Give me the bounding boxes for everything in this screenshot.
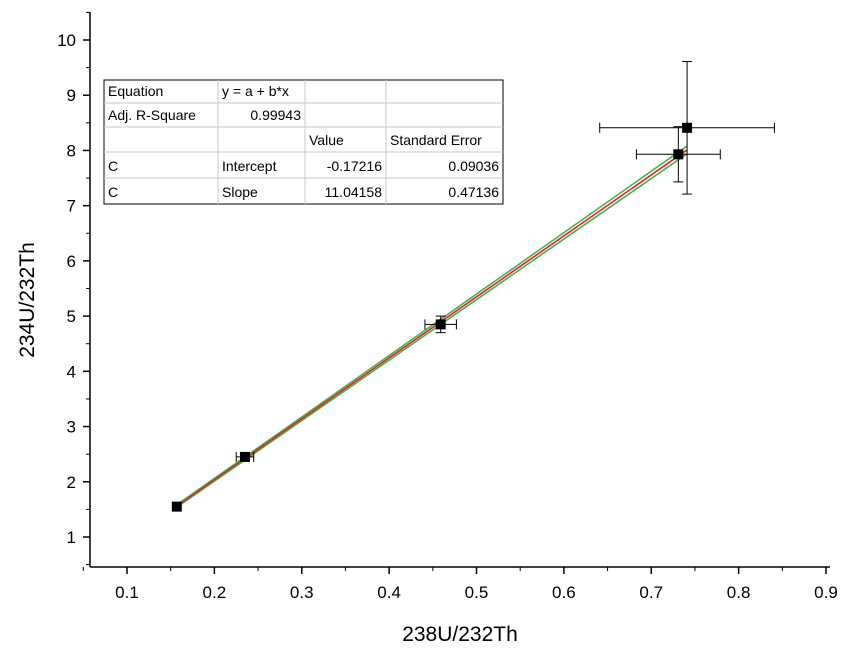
x-tick-label: 0.3 xyxy=(290,583,314,602)
x-tick-label: 0.9 xyxy=(814,583,838,602)
y-tick-label: 10 xyxy=(57,31,76,50)
table-cell: Value xyxy=(309,132,344,148)
y-tick-label: 6 xyxy=(67,252,76,271)
table-cell: 0.09036 xyxy=(448,158,499,174)
confidence-band-upper xyxy=(176,145,688,506)
confidence-band-layer xyxy=(176,145,688,508)
y-ticks: 1 2 3 4 5 6 7 8 9 10 xyxy=(57,11,90,566)
table-cell: y = a + b*x xyxy=(222,83,289,99)
x-axis-title: 238U/232Th xyxy=(402,623,518,646)
x-tick-label: 0.1 xyxy=(115,583,139,602)
data-point xyxy=(673,149,684,160)
table-cell: Equation xyxy=(108,83,163,99)
y-tick-label: 7 xyxy=(67,197,76,216)
x-tick-label: 0.7 xyxy=(639,583,663,602)
table-cell: Intercept xyxy=(222,158,277,174)
y-tick-label: 4 xyxy=(67,362,76,381)
table-cell: 0.47136 xyxy=(448,184,499,200)
table-cell: Adj. R-Square xyxy=(108,107,196,123)
y-tick-label: 2 xyxy=(67,473,76,492)
data-points-layer xyxy=(171,122,693,512)
table-cell: C xyxy=(108,158,118,174)
data-point xyxy=(171,501,182,512)
x-tick-label: 0.8 xyxy=(727,583,751,602)
data-point xyxy=(239,451,250,462)
y-tick-label: 8 xyxy=(67,141,76,160)
x-ticks: 0.1 0.2 0.3 0.4 0.5 0.6 0.7 0.8 0.9 xyxy=(82,567,838,602)
data-point xyxy=(435,319,446,330)
x-tick-label: 0.4 xyxy=(377,583,401,602)
fit-parameters-table: Equation y = a + b*x Adj. R-Square 0.99943 V… xyxy=(103,79,504,205)
x-tick-label: 0.2 xyxy=(203,583,227,602)
axes xyxy=(89,12,830,568)
table-frame xyxy=(103,79,504,205)
confidence-band-lower xyxy=(176,153,688,508)
table-cell: 11.04158 xyxy=(325,184,383,200)
table-cell: C xyxy=(108,184,118,200)
x-tick-label: 0.5 xyxy=(465,583,489,602)
x-tick-label: 0.6 xyxy=(552,583,576,602)
fit-line-layer xyxy=(176,149,688,507)
y-tick-label: 5 xyxy=(67,307,76,326)
data-point xyxy=(682,122,693,133)
table-cell: Standard Error xyxy=(390,132,482,148)
y-tick-label: 3 xyxy=(67,418,76,437)
y-axis-title: 234U/232Th xyxy=(16,242,39,358)
table-cell: -0.17216 xyxy=(327,158,382,174)
table-cell: 0.99943 xyxy=(250,107,301,123)
y-tick-label: 1 xyxy=(67,528,76,547)
fit-line xyxy=(176,149,688,507)
table-cell: Slope xyxy=(222,184,258,200)
y-tick-label: 9 xyxy=(67,86,76,105)
